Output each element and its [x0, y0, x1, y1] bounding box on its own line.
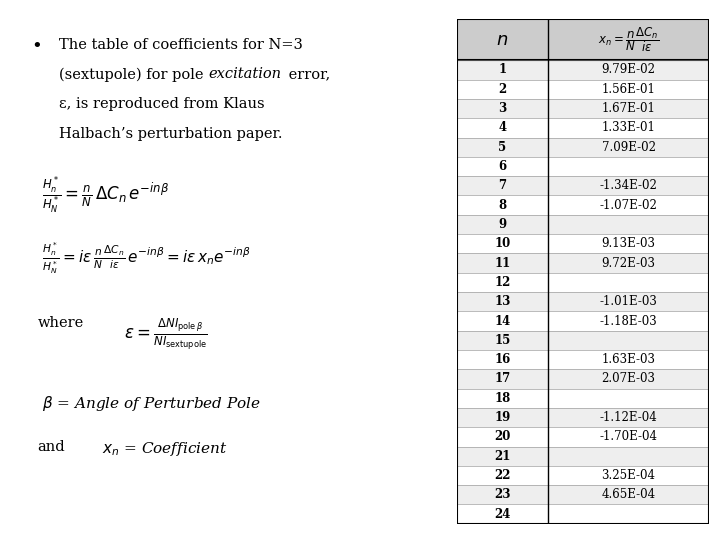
- Text: 23: 23: [495, 488, 510, 501]
- Text: 16: 16: [495, 353, 510, 366]
- Text: and: and: [37, 440, 65, 454]
- Text: $x_n = \dfrac{n}{N}\dfrac{\Delta C_n}{i\varepsilon}$: $x_n = \dfrac{n}{N}\dfrac{\Delta C_n}{i\…: [598, 25, 660, 54]
- Text: 21: 21: [495, 450, 510, 463]
- Bar: [457, 118, 709, 138]
- Text: ε, is reproduced from Klaus: ε, is reproduced from Klaus: [59, 97, 265, 111]
- Bar: [457, 427, 709, 447]
- Bar: [457, 350, 709, 369]
- Bar: [457, 369, 709, 389]
- Text: -1.12E-04: -1.12E-04: [600, 411, 657, 424]
- Text: 13: 13: [495, 295, 510, 308]
- Text: 9.72E-03: 9.72E-03: [601, 256, 655, 269]
- Text: -1.07E-02: -1.07E-02: [600, 199, 657, 212]
- Text: $\varepsilon = \frac{\Delta NI_{\mathrm{pole}\,\beta}}{NI_{\mathrm{sextupole}}}$: $\varepsilon = \frac{\Delta NI_{\mathrm{…: [124, 316, 207, 352]
- Bar: [457, 19, 709, 60]
- Text: 15: 15: [495, 334, 510, 347]
- Text: 24: 24: [495, 508, 510, 521]
- Text: 11: 11: [495, 256, 510, 269]
- Text: $\beta$ = Angle of Perturbed Pole: $\beta$ = Angle of Perturbed Pole: [42, 394, 261, 413]
- Text: 6: 6: [498, 160, 507, 173]
- Text: 7: 7: [498, 179, 507, 192]
- Bar: [457, 466, 709, 485]
- Bar: [457, 99, 709, 118]
- Text: $x_n$ = Coefficient: $x_n$ = Coefficient: [102, 440, 228, 458]
- Text: 22: 22: [495, 469, 510, 482]
- Text: 1: 1: [498, 64, 507, 77]
- Text: -1.01E-03: -1.01E-03: [600, 295, 657, 308]
- Text: 2: 2: [498, 83, 507, 96]
- Text: The table of coefficients for N=3: The table of coefficients for N=3: [59, 38, 303, 52]
- Text: 8: 8: [498, 199, 507, 212]
- Text: 9.79E-02: 9.79E-02: [601, 64, 655, 77]
- Text: $\mathit{n}$: $\mathit{n}$: [497, 31, 508, 49]
- Bar: [457, 176, 709, 195]
- Text: $\frac{H_n^*}{H_N^*} = \frac{n}{N}\,\Delta C_n\,e^{-in\beta}$: $\frac{H_n^*}{H_N^*} = \frac{n}{N}\,\Del…: [42, 176, 169, 215]
- Bar: [457, 504, 709, 524]
- Text: 1.56E-01: 1.56E-01: [602, 83, 655, 96]
- Text: Halbach’s perturbation paper.: Halbach’s perturbation paper.: [59, 127, 282, 141]
- Text: error,: error,: [284, 68, 330, 82]
- Text: (sextupole) for pole: (sextupole) for pole: [59, 68, 208, 82]
- Bar: [457, 253, 709, 273]
- Text: -1.70E-04: -1.70E-04: [600, 430, 657, 443]
- Bar: [457, 292, 709, 312]
- Bar: [457, 79, 709, 99]
- Text: -1.18E-03: -1.18E-03: [600, 314, 657, 328]
- Bar: [457, 312, 709, 330]
- Bar: [457, 447, 709, 466]
- Bar: [457, 60, 709, 79]
- Bar: [457, 138, 709, 157]
- Text: 1.63E-03: 1.63E-03: [601, 353, 655, 366]
- Text: 3: 3: [498, 102, 507, 115]
- Text: 4.65E-04: 4.65E-04: [601, 488, 656, 501]
- Bar: [457, 485, 709, 504]
- Text: 12: 12: [495, 276, 510, 289]
- Bar: [457, 273, 709, 292]
- Text: 14: 14: [495, 314, 510, 328]
- Bar: [457, 215, 709, 234]
- Text: 9: 9: [498, 218, 507, 231]
- Text: 2.07E-03: 2.07E-03: [601, 373, 655, 386]
- Text: 1.33E-01: 1.33E-01: [602, 122, 655, 134]
- Bar: [457, 389, 709, 408]
- Text: 3.25E-04: 3.25E-04: [601, 469, 655, 482]
- Text: $\frac{H_n^*}{H_N^*} = i\varepsilon\,\frac{n}{N}\frac{\Delta C_n}{i\varepsilon}\: $\frac{H_n^*}{H_N^*} = i\varepsilon\,\fr…: [42, 240, 251, 276]
- Bar: [457, 408, 709, 427]
- Text: 7.09E-02: 7.09E-02: [601, 141, 655, 154]
- Text: 10: 10: [495, 237, 510, 250]
- Bar: [457, 157, 709, 176]
- Text: where: where: [37, 316, 84, 330]
- Text: 9.13E-03: 9.13E-03: [601, 237, 655, 250]
- Text: excitation: excitation: [208, 68, 281, 82]
- Text: 18: 18: [495, 392, 510, 405]
- Text: 19: 19: [495, 411, 510, 424]
- Text: •: •: [31, 38, 42, 56]
- Bar: [457, 330, 709, 350]
- Text: 1.67E-01: 1.67E-01: [602, 102, 655, 115]
- Text: 20: 20: [495, 430, 510, 443]
- Bar: [457, 234, 709, 253]
- Text: -1.34E-02: -1.34E-02: [600, 179, 657, 192]
- Text: 17: 17: [495, 373, 510, 386]
- Bar: [457, 195, 709, 215]
- Text: 5: 5: [498, 141, 507, 154]
- Text: 4: 4: [498, 122, 507, 134]
